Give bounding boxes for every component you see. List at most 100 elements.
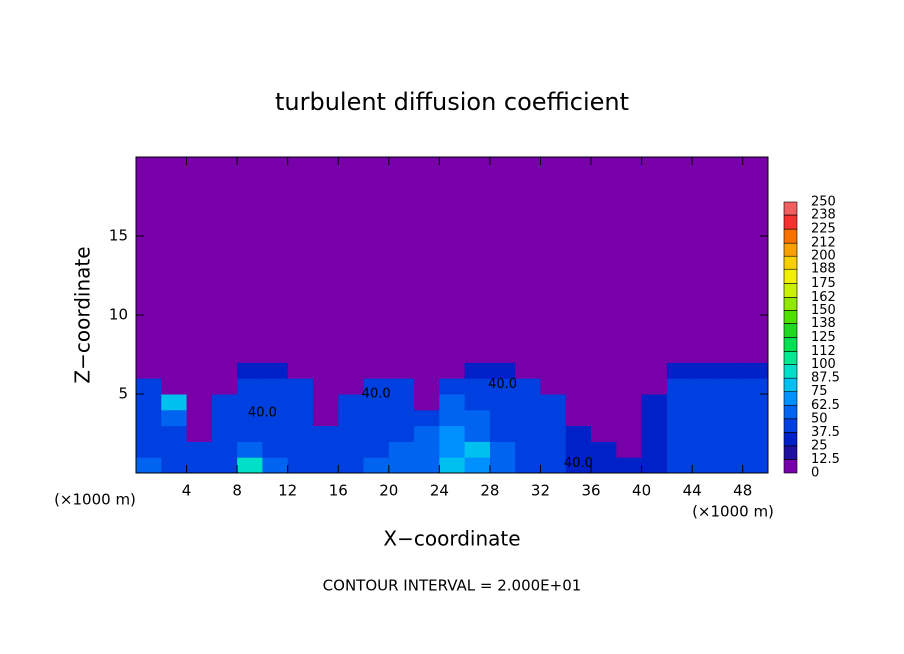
cell — [717, 425, 744, 442]
cell — [616, 457, 643, 474]
cell — [136, 251, 162, 269]
cell — [287, 172, 314, 190]
cell — [742, 267, 769, 284]
cell — [641, 346, 668, 363]
cell — [211, 251, 238, 269]
cell — [363, 457, 390, 474]
colorbar-label: 37.5 — [811, 425, 840, 440]
cell — [363, 251, 390, 269]
cell — [742, 409, 769, 427]
colorbar-segment — [783, 323, 798, 338]
cell — [742, 425, 769, 442]
cell — [641, 409, 668, 427]
cell — [540, 330, 567, 348]
cell — [489, 204, 516, 221]
cell — [742, 346, 769, 363]
cell — [515, 346, 541, 363]
cell — [363, 267, 390, 284]
colorbar-label: 12.5 — [811, 452, 840, 467]
cell — [161, 409, 188, 427]
cell — [287, 251, 314, 269]
cell — [666, 441, 693, 458]
cell — [717, 378, 744, 395]
cell — [312, 172, 339, 190]
cell — [565, 378, 592, 395]
cell — [540, 236, 567, 253]
colorbar-segment — [783, 391, 798, 406]
cell — [666, 188, 693, 205]
cell — [136, 172, 162, 190]
colorbar-segment — [783, 201, 798, 216]
cell — [717, 394, 744, 411]
cell — [136, 441, 162, 458]
cell — [717, 330, 744, 348]
cell — [692, 251, 718, 269]
cell — [388, 283, 415, 300]
cell — [186, 204, 213, 221]
cell — [363, 409, 390, 427]
cell — [515, 251, 541, 269]
cell — [515, 441, 541, 458]
cell — [666, 267, 693, 284]
colorbar-segment — [783, 297, 798, 311]
cell — [591, 157, 617, 174]
cell — [565, 362, 592, 379]
cell — [363, 378, 390, 395]
cell — [591, 441, 617, 458]
cell — [565, 267, 592, 284]
cell — [186, 457, 213, 474]
cell — [363, 394, 390, 411]
cell — [312, 251, 339, 269]
cell — [641, 378, 668, 395]
cell — [414, 236, 440, 253]
cell — [489, 441, 516, 458]
cell — [161, 267, 188, 284]
contour-label: 40.0 — [362, 387, 391, 402]
cell — [388, 425, 415, 442]
cell — [515, 220, 541, 237]
cell — [186, 394, 213, 411]
cell — [717, 251, 744, 269]
cell — [262, 378, 289, 395]
cell — [464, 330, 491, 348]
cell — [439, 441, 466, 458]
y-tick-label: 15 — [109, 227, 128, 245]
cell — [262, 236, 289, 253]
cell — [312, 409, 339, 427]
cell — [616, 220, 643, 237]
cell — [287, 236, 314, 253]
cell — [262, 157, 289, 174]
cell — [262, 409, 289, 427]
x-tick-label: 8 — [232, 482, 242, 500]
cell — [414, 441, 440, 458]
cell — [388, 267, 415, 284]
cell — [262, 315, 289, 332]
cell — [363, 172, 390, 190]
cell — [489, 267, 516, 284]
colorbar-segment — [783, 268, 798, 284]
cell — [338, 188, 365, 205]
cell — [312, 394, 339, 411]
colorbar-label: 150 — [811, 303, 836, 318]
cell — [262, 441, 289, 458]
cell — [211, 378, 238, 395]
cell — [388, 346, 415, 363]
cell — [565, 220, 592, 237]
cell — [388, 378, 415, 395]
cell — [666, 204, 693, 221]
colorbar-segment — [783, 377, 798, 392]
cell — [464, 188, 491, 205]
cell — [692, 362, 718, 379]
cell — [641, 172, 668, 190]
cell — [565, 441, 592, 458]
colorbar-label: 25 — [811, 438, 828, 453]
colorbar-label: 200 — [811, 249, 836, 264]
cell — [136, 330, 162, 348]
cell — [692, 330, 718, 348]
cell — [312, 362, 339, 379]
cell — [363, 220, 390, 237]
cell — [237, 346, 263, 363]
cell — [388, 157, 415, 174]
cell — [717, 283, 744, 300]
cell — [641, 251, 668, 269]
